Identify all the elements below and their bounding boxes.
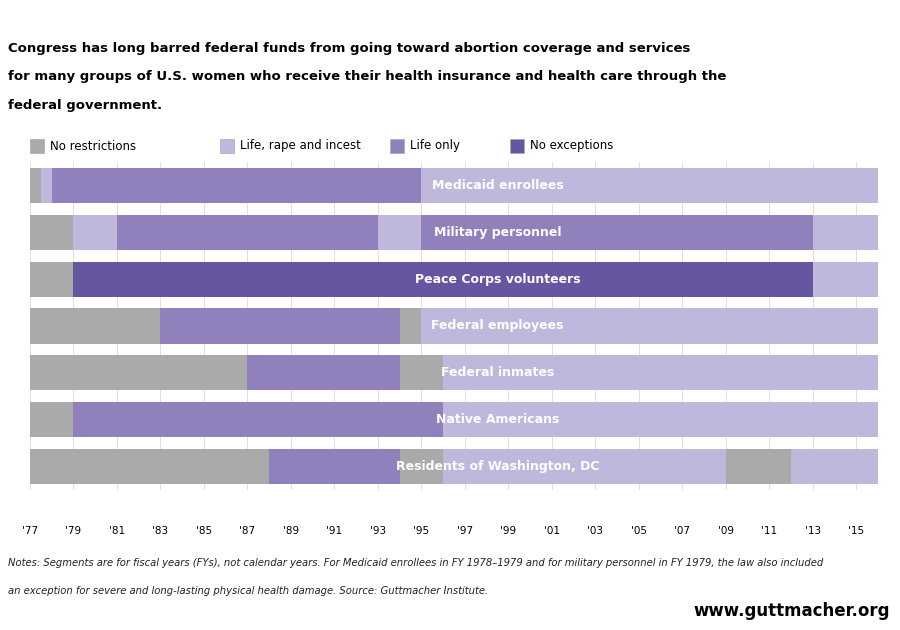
Text: Decades of Restrictions: Decades of Restrictions: [11, 10, 233, 28]
Text: Life only: Life only: [410, 139, 460, 152]
Text: '85: '85: [196, 526, 212, 536]
Bar: [421, 215, 813, 250]
Text: '99: '99: [500, 526, 517, 536]
Text: Federal inmates: Federal inmates: [441, 367, 554, 379]
Text: Peace Corps volunteers: Peace Corps volunteers: [415, 273, 580, 285]
Text: '91: '91: [327, 526, 343, 536]
Text: '05: '05: [631, 526, 647, 536]
Bar: [30, 168, 40, 203]
Bar: [791, 449, 878, 484]
Bar: [443, 402, 878, 437]
Text: federal government.: federal government.: [8, 99, 162, 112]
Bar: [30, 139, 44, 153]
Text: '97: '97: [457, 526, 472, 536]
Text: '87: '87: [239, 526, 256, 536]
Text: '83: '83: [152, 526, 168, 536]
Bar: [443, 355, 878, 391]
Text: '09: '09: [718, 526, 734, 536]
Text: '89: '89: [283, 526, 299, 536]
Bar: [74, 215, 117, 250]
Bar: [51, 168, 421, 203]
Bar: [390, 139, 404, 153]
Text: Life, rape and incest: Life, rape and incest: [240, 139, 361, 152]
Text: www.guttmacher.org: www.guttmacher.org: [694, 602, 890, 621]
Text: REAGAN: REAGAN: [178, 502, 230, 512]
Bar: [269, 449, 400, 484]
Bar: [725, 449, 770, 484]
Text: Native Americans: Native Americans: [436, 413, 559, 427]
Text: Medicaid enrollees: Medicaid enrollees: [432, 179, 563, 192]
Text: an exception for severe and long-lasting physical health damage. Source: Guttmac: an exception for severe and long-lasting…: [8, 585, 488, 595]
Text: Residents of Washington, DC: Residents of Washington, DC: [396, 460, 599, 473]
Text: OBAMA: OBAMA: [778, 502, 825, 512]
Text: '15: '15: [848, 526, 864, 536]
Text: '77: '77: [22, 526, 38, 536]
Bar: [74, 402, 443, 437]
Bar: [421, 309, 878, 343]
Bar: [30, 402, 74, 437]
Text: '79: '79: [66, 526, 82, 536]
Text: '07: '07: [674, 526, 690, 536]
Bar: [74, 261, 813, 297]
Bar: [421, 168, 878, 203]
Bar: [770, 449, 791, 484]
Bar: [813, 261, 878, 297]
Text: BUSH II: BUSH II: [616, 502, 662, 512]
Bar: [400, 355, 443, 391]
Text: Notes: Segments are for fiscal years (FYs), not calendar years. For Medicaid enr: Notes: Segments are for fiscal years (FY…: [8, 558, 824, 568]
Bar: [30, 261, 74, 297]
Bar: [30, 449, 269, 484]
Text: for many groups of U.S. women who receive their health insurance and health care: for many groups of U.S. women who receiv…: [8, 71, 726, 83]
Text: Federal employees: Federal employees: [431, 319, 563, 333]
Text: '95: '95: [413, 526, 429, 536]
Bar: [378, 215, 421, 250]
Text: '01: '01: [544, 526, 560, 536]
Text: '03: '03: [588, 526, 603, 536]
Bar: [400, 449, 443, 484]
Bar: [30, 355, 248, 391]
Bar: [400, 309, 421, 343]
Bar: [443, 449, 725, 484]
Text: Military personnel: Military personnel: [434, 226, 562, 239]
Text: '13: '13: [805, 526, 821, 536]
Text: BUSH I: BUSH I: [313, 502, 356, 512]
Bar: [117, 215, 378, 250]
Text: No exceptions: No exceptions: [530, 139, 614, 152]
Bar: [160, 309, 400, 343]
Bar: [510, 139, 524, 153]
Bar: [813, 215, 878, 250]
Text: CARTER: CARTER: [50, 502, 98, 512]
Text: '11: '11: [761, 526, 778, 536]
Text: '93: '93: [370, 526, 386, 536]
Bar: [30, 215, 74, 250]
Bar: [248, 355, 400, 391]
Bar: [30, 309, 160, 343]
Bar: [40, 168, 51, 203]
Text: Congress has long barred federal funds from going toward abortion coverage and s: Congress has long barred federal funds f…: [8, 42, 690, 55]
Bar: [220, 139, 234, 153]
Text: No restrictions: No restrictions: [50, 139, 136, 152]
Text: '81: '81: [109, 526, 125, 536]
Text: CLINTON: CLINTON: [437, 502, 492, 512]
